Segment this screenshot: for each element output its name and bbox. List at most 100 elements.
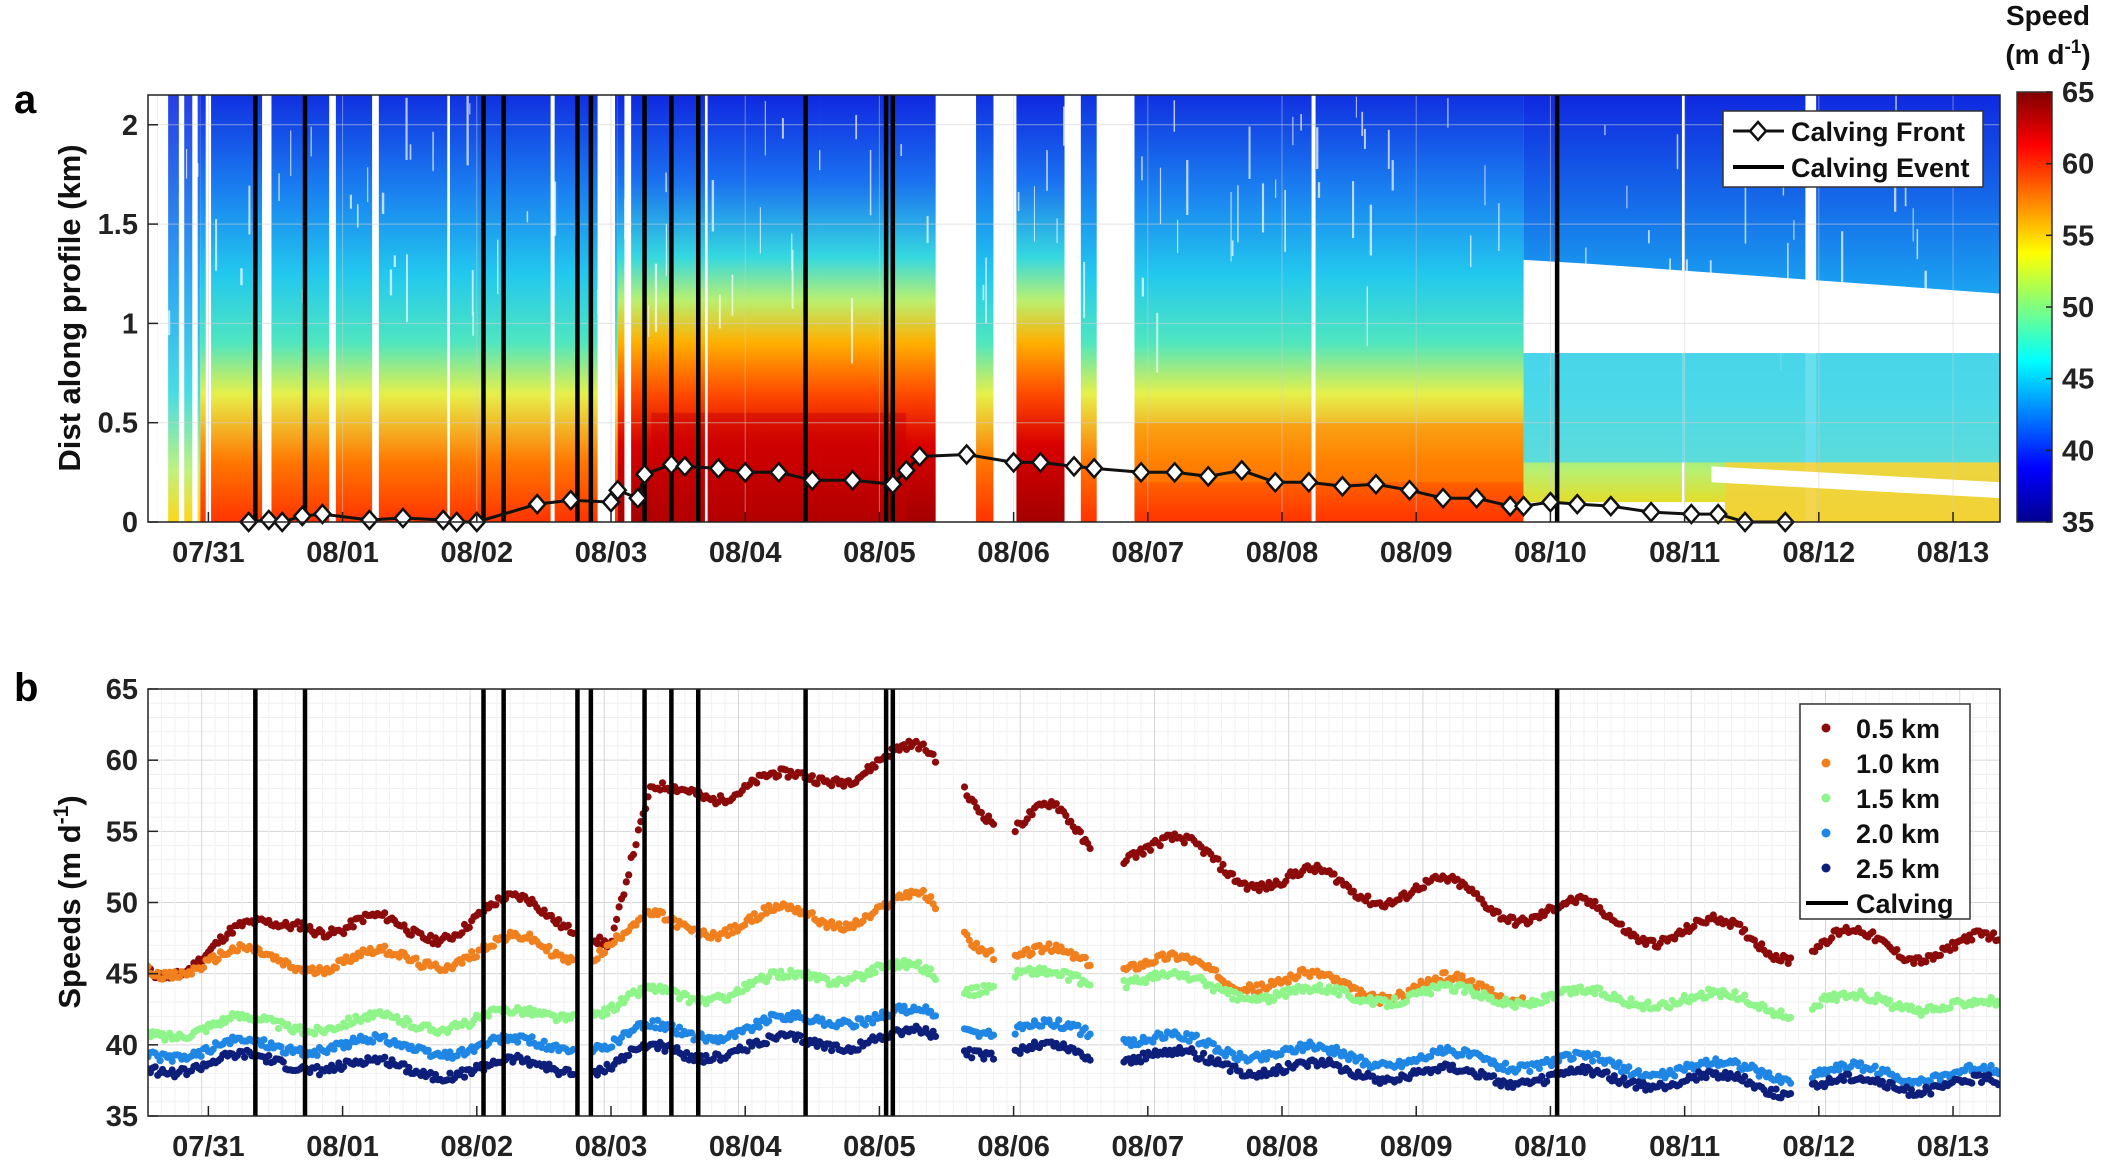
heatmap-speckle bbox=[248, 185, 251, 235]
heatmap-speckle bbox=[1924, 270, 1927, 295]
series-point bbox=[1644, 998, 1652, 1006]
series-point bbox=[808, 909, 816, 917]
series-point bbox=[381, 1032, 389, 1040]
calving-front-marker bbox=[1500, 495, 1520, 517]
heatmap-speckle bbox=[1292, 116, 1294, 146]
series-point bbox=[1883, 1084, 1891, 1092]
heatmap-speckle bbox=[1387, 129, 1390, 169]
series-point bbox=[1427, 1052, 1435, 1061]
series-point bbox=[965, 936, 973, 944]
series-point bbox=[1758, 940, 1766, 948]
series-point bbox=[1994, 997, 2000, 1005]
series-point bbox=[151, 1063, 159, 1071]
heatmap-speckle bbox=[1484, 165, 1486, 206]
heatmap-speckle bbox=[1361, 111, 1364, 136]
panel-a-frame bbox=[147, 94, 2001, 523]
heatmap-speckle bbox=[349, 194, 352, 209]
series-point bbox=[835, 920, 843, 928]
series-point bbox=[1547, 1062, 1556, 1070]
calving-front-marker bbox=[1366, 473, 1386, 496]
series-point bbox=[1487, 985, 1495, 993]
legend-label-1-5-km: 1.5 km bbox=[1856, 784, 1940, 814]
calving-front-marker bbox=[312, 503, 333, 525]
heatmap-speckle bbox=[665, 172, 667, 193]
panel-b-speed-series bbox=[148, 737, 2000, 1102]
heatmap-speckle bbox=[1125, 302, 1127, 334]
heatmap-speckle bbox=[654, 263, 658, 332]
series-point bbox=[458, 929, 466, 937]
heatmap-speckle bbox=[1159, 167, 1162, 225]
calving-front-marker bbox=[883, 473, 903, 496]
series-point bbox=[308, 964, 316, 972]
legend-label-Calving: Calving bbox=[1856, 889, 1954, 919]
series-point bbox=[1994, 1070, 2000, 1078]
series-point bbox=[405, 1017, 413, 1025]
series-point bbox=[1543, 1077, 1551, 1085]
colorbar-title-line1: Speed bbox=[2006, 0, 2090, 31]
panel-b-y-tick-45: 45 bbox=[106, 959, 138, 991]
calving-front-marker bbox=[1641, 501, 1661, 523]
series-point bbox=[1357, 1053, 1365, 1061]
legend-label-0-5-km: 0.5 km bbox=[1856, 714, 1940, 744]
heatmap-speckle bbox=[1316, 127, 1319, 170]
series-point bbox=[1634, 1067, 1643, 1075]
heatmap-speckle bbox=[1083, 261, 1086, 319]
panel-b: 35 40 45 50 55 60 65 07/31 08/01 08/02 08/03 08/04… bbox=[50, 674, 2001, 1163]
legend-marker-1-5-km bbox=[1821, 793, 1831, 803]
series-point bbox=[528, 1033, 536, 1041]
heatmap-speckle bbox=[1317, 182, 1321, 198]
series-point bbox=[407, 931, 415, 939]
heatmap-speckle bbox=[1391, 160, 1394, 191]
heatmap-gap-4 bbox=[262, 95, 272, 522]
panel-a-x-tick-08-03: 08/03 bbox=[575, 537, 648, 569]
heatmap-speckle bbox=[1787, 242, 1789, 298]
series-point bbox=[987, 946, 995, 955]
panel-a-x-tick-08-11: 08/11 bbox=[1649, 537, 1720, 569]
series-point bbox=[1741, 926, 1749, 934]
series-point bbox=[1200, 1049, 1208, 1057]
series-point bbox=[654, 1016, 662, 1024]
colorbar-tick-60: 60 bbox=[2062, 149, 2094, 181]
heatmap-orange-band bbox=[1134, 422, 1524, 483]
series-point bbox=[919, 886, 928, 895]
series-point bbox=[1086, 961, 1094, 970]
calving-front-marker bbox=[1681, 503, 1702, 525]
series-point bbox=[332, 964, 340, 972]
calving-front-marker bbox=[259, 509, 279, 531]
heatmap-speckle bbox=[554, 181, 557, 236]
series-point bbox=[489, 942, 497, 950]
series-point bbox=[989, 956, 998, 964]
series-point bbox=[168, 1057, 176, 1065]
series-point bbox=[818, 1015, 826, 1023]
series-point bbox=[485, 1012, 493, 1020]
panel-b-x-tick-08-04: 08/04 bbox=[709, 1131, 782, 1163]
series-point bbox=[1893, 946, 1901, 954]
heatmap-speckle bbox=[944, 249, 947, 265]
heatmap-speckle bbox=[356, 204, 359, 228]
series-point bbox=[615, 903, 623, 911]
panel-b-y-tick-55: 55 bbox=[106, 816, 138, 848]
series-point bbox=[1625, 1063, 1633, 1071]
series-point bbox=[228, 929, 237, 937]
series-point bbox=[1857, 1059, 1865, 1067]
panel-b-x-tick-08-08: 08/08 bbox=[1246, 1131, 1319, 1163]
calving-front-marker bbox=[1030, 451, 1051, 474]
panel-a-x-tick-08-06: 08/06 bbox=[977, 537, 1050, 569]
heatmap-speckle bbox=[1141, 277, 1144, 297]
series-point bbox=[1755, 1072, 1763, 1080]
series-point bbox=[330, 1045, 338, 1053]
heatmap-gap-6 bbox=[372, 95, 379, 522]
panel-a-x-tick-08-01: 08/01 bbox=[306, 537, 379, 569]
heatmap-gap-2 bbox=[192, 95, 198, 522]
series-point bbox=[1922, 958, 1930, 966]
heatmap-gap-5 bbox=[329, 95, 336, 522]
heatmap-block-3 bbox=[617, 95, 820, 522]
series-point bbox=[1446, 981, 1454, 990]
series-point bbox=[1229, 870, 1237, 878]
series-point bbox=[634, 826, 643, 834]
heatmap-speckle bbox=[850, 297, 854, 364]
series-point bbox=[610, 924, 618, 932]
heatmap-late-gap bbox=[1711, 466, 2000, 499]
series-point bbox=[1226, 1067, 1234, 1076]
heatmap-speckle bbox=[1351, 181, 1355, 239]
